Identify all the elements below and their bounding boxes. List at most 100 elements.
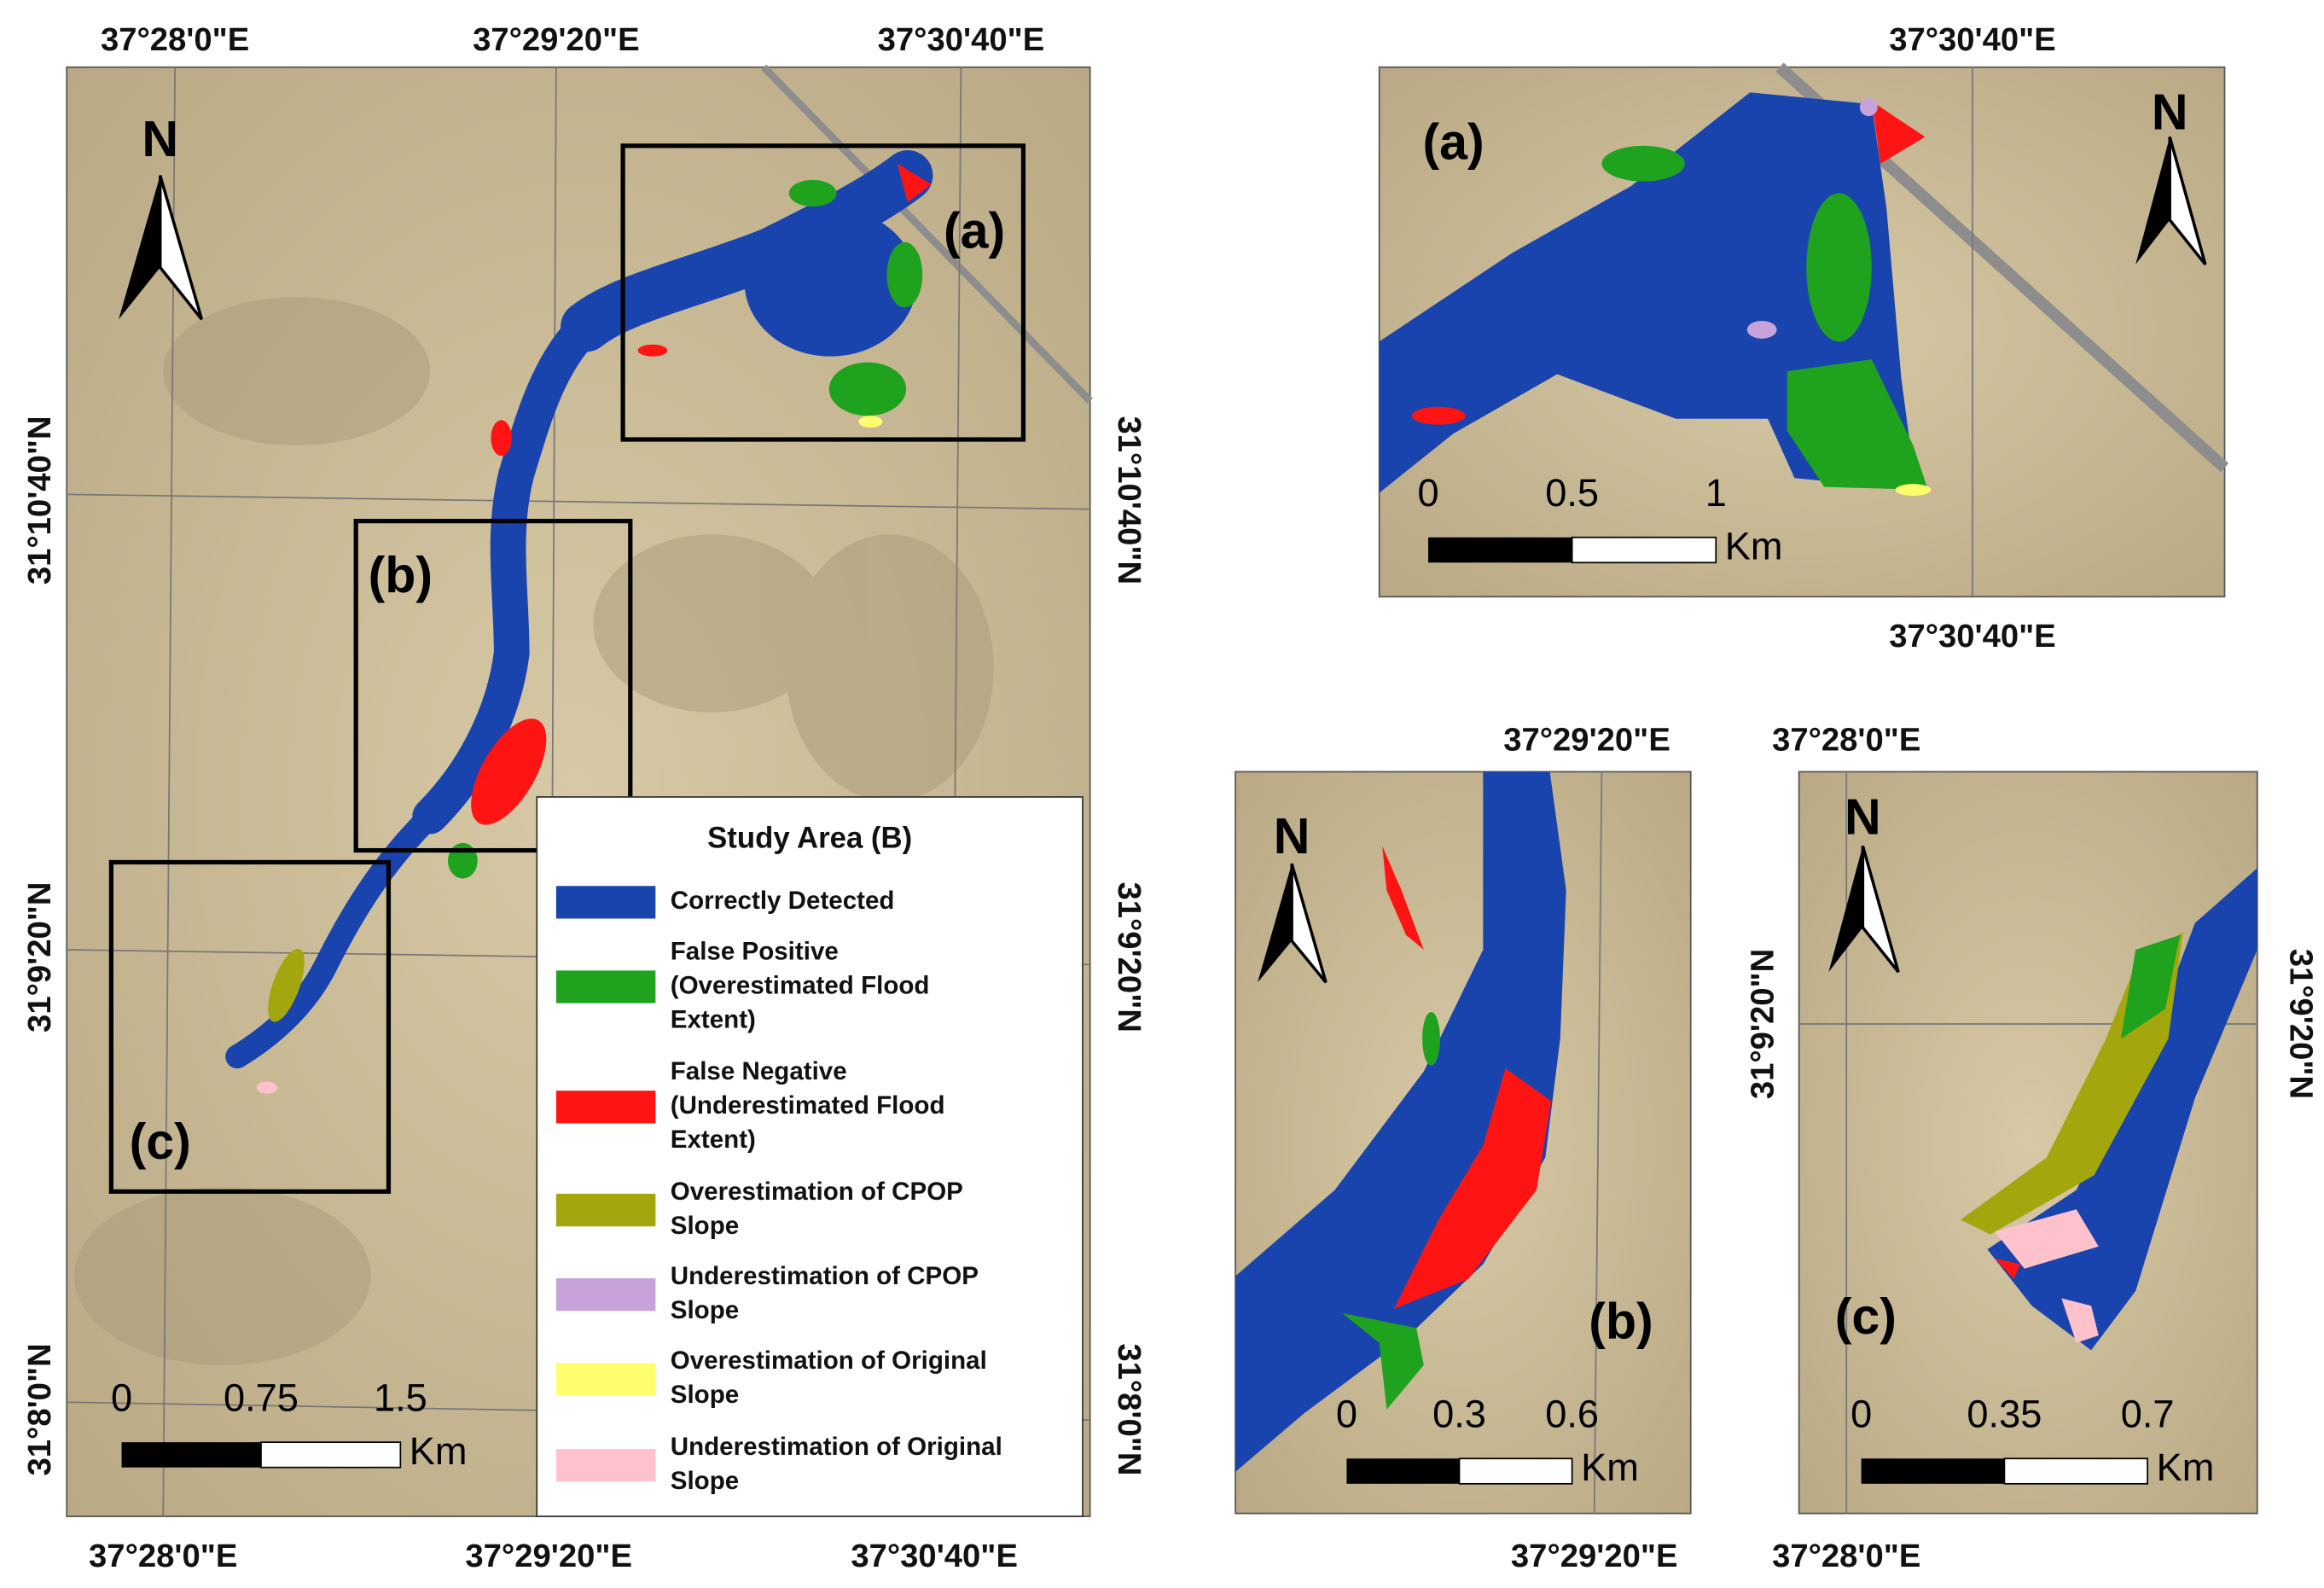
flood-area <box>1235 771 1566 1472</box>
flood-area <box>471 718 547 825</box>
terrain-texture <box>73 297 994 1365</box>
legend-label: (Overestimated Flood <box>671 971 930 999</box>
north-arrow <box>2168 136 2207 265</box>
legend-label: Underestimation of CPOP <box>671 1262 979 1290</box>
legend-swatch <box>555 1193 656 1227</box>
legend-label: Overestimation of Original <box>671 1347 987 1375</box>
inset-label: (c) <box>1835 1288 1897 1345</box>
legend-label: Extent) <box>671 1126 756 1154</box>
north-arrow <box>159 175 204 321</box>
inset-label: (a) <box>1422 113 1484 170</box>
scale-bar <box>260 1441 402 1469</box>
legend-label: Underestimation of Original <box>671 1433 1002 1461</box>
flood-area <box>1746 320 1777 339</box>
coordinate-label: 37°30'40"E <box>851 1538 1018 1574</box>
coordinate-label: 31°9'20"N <box>1745 949 1781 1099</box>
coordinate-label: 37°28'0"E <box>1772 722 1920 759</box>
scale-bar <box>1346 1458 1460 1484</box>
scale-label: 0.6 <box>1545 1393 1599 1436</box>
flood-area <box>1859 98 1878 117</box>
legend-swatch <box>555 1278 656 1312</box>
north-label: N <box>2152 84 2188 141</box>
graticule <box>1593 771 1603 1514</box>
flood-area <box>2120 934 2181 1039</box>
coordinate-label: 37°28'0"E <box>1772 1538 1920 1574</box>
box-label: (c) <box>130 1113 191 1170</box>
flood-area <box>897 163 932 202</box>
legend-swatch <box>555 1448 656 1482</box>
north-arrow <box>1258 864 1293 983</box>
flood-area <box>788 179 837 207</box>
flood-area <box>886 241 923 308</box>
flood-area <box>1601 145 1685 182</box>
road <box>761 64 1093 404</box>
coordinate-label: 31°8'0"N <box>21 1343 58 1475</box>
scale-unit: Km <box>1581 1445 1639 1489</box>
inset-boxes <box>108 143 1026 1194</box>
coordinate-label: 37°30'40"E <box>1889 618 2056 654</box>
scale-bar <box>2003 1457 2149 1485</box>
flood-area <box>1411 406 1466 425</box>
scale-label: 1 <box>1705 471 1727 515</box>
flood-area <box>256 1081 278 1094</box>
coordinate-label: 37°28'0"E <box>89 1538 237 1574</box>
coordinate-label: 37°29'20"E <box>473 21 640 58</box>
inset-label: (b) <box>1589 1292 1653 1349</box>
flood-area <box>1422 1012 1440 1066</box>
scale-unit: Km <box>1725 525 1783 568</box>
coordinate-label: 37°28'0"E <box>101 21 249 58</box>
legend-label: (Underestimated Flood <box>671 1091 945 1120</box>
flood-area <box>268 948 305 1022</box>
scale-bar <box>1458 1457 1573 1485</box>
flood-area <box>1806 193 1872 342</box>
flood-area <box>1382 846 1424 951</box>
north-label: N <box>1274 807 1310 864</box>
legend-label: Slope <box>671 1212 739 1240</box>
scale-bar <box>1571 536 1717 564</box>
flood-area <box>637 344 668 357</box>
north-label: N <box>1845 788 1881 845</box>
flood-area <box>858 416 883 428</box>
scale-label: 0.3 <box>1432 1393 1486 1436</box>
scale-unit: Km <box>410 1429 468 1473</box>
box-label: (b) <box>369 546 433 603</box>
scale-label: 0.5 <box>1545 471 1599 515</box>
flood-area <box>1895 484 1932 497</box>
coordinate-label: 31°9'20"N <box>2282 949 2319 1099</box>
flood-area <box>225 804 443 1069</box>
coordinate-label: 31°8'0"N <box>1111 1343 1147 1475</box>
coordinate-label: 37°30'40"E <box>878 21 1045 58</box>
flood-area <box>1995 1209 2099 1269</box>
coordinate-label: 37°29'20"E <box>465 1538 632 1574</box>
legend-label: False Positive <box>671 937 839 965</box>
scale-label: 0 <box>1850 1393 1872 1436</box>
legend-label: False Negative <box>671 1057 847 1085</box>
box-label: (a) <box>944 202 1005 259</box>
flood-area <box>1379 92 1916 493</box>
scale-label: 0.7 <box>2121 1393 2175 1436</box>
coordinate-label: 37°30'40"E <box>1889 21 2056 58</box>
scale-unit: Km <box>2157 1445 2215 1489</box>
scale-label: 0 <box>111 1376 132 1419</box>
legend-label: Overestimation of CPOP <box>671 1178 963 1206</box>
legend-label: Correctly Detected <box>671 887 895 915</box>
coordinate-label: 37°29'20"E <box>1503 722 1670 759</box>
scale-label: 0.35 <box>1967 1393 2042 1436</box>
scale-label: 0 <box>1417 471 1438 515</box>
coordinate-label: 37°29'20"E <box>1511 1538 1678 1574</box>
main-flood-patches <box>256 163 932 1094</box>
legend-label: Slope <box>671 1296 739 1324</box>
flood-area <box>1342 1312 1424 1410</box>
north-label: N <box>142 110 178 167</box>
flood-area <box>1394 1068 1552 1309</box>
north-arrow <box>1861 845 1900 974</box>
flood-area <box>412 309 604 835</box>
legend-label: Slope <box>671 1467 739 1495</box>
scale-label: 1.5 <box>374 1376 427 1419</box>
north-arrow <box>1290 863 1328 984</box>
scale-label: 0 <box>1336 1393 1357 1436</box>
scale-bar <box>1861 1458 2005 1484</box>
flood-area <box>828 362 907 416</box>
coordinate-label: 31°10'40"N <box>1111 416 1147 585</box>
